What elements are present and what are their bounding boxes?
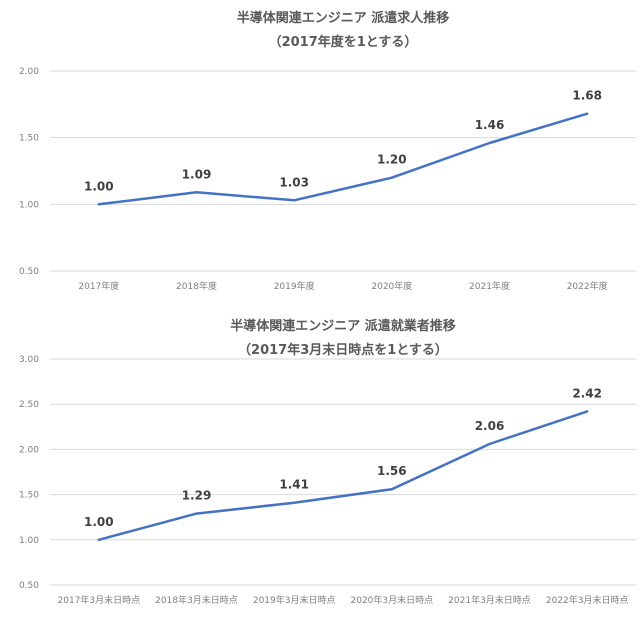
x-tick-label: 2021年度 [469, 280, 510, 292]
series-line [97, 410, 589, 542]
x-tick-label: 2019年3月末日時点 [253, 594, 336, 606]
chart-title: 半導体関連エンジニア 派遣就業者推移 [230, 318, 456, 334]
data-label: 2.42 [572, 386, 602, 400]
x-tick-label: 2020年度 [371, 280, 412, 292]
x-tick-label: 2020年3月末日時点 [351, 594, 434, 606]
series-line [97, 112, 589, 206]
data-label: 1.29 [182, 489, 212, 503]
y-tick-label: 1.50 [19, 134, 39, 144]
y-tick-label: 2.00 [19, 67, 39, 77]
data-label: 1.56 [377, 464, 407, 478]
data-label: 1.41 [279, 478, 309, 492]
chart-title: 半導体関連エンジニア 派遣求人推移 [237, 10, 450, 26]
data-label: 1.00 [84, 179, 114, 193]
y-tick-label: 2.50 [19, 400, 39, 410]
x-tick-label: 2017年度 [78, 280, 119, 292]
x-tick-label: 2018年度 [176, 280, 217, 292]
data-label: 1.20 [377, 153, 407, 167]
data-label: 1.00 [84, 515, 114, 529]
y-tick-label: 1.00 [19, 200, 39, 210]
y-tick-label: 3.00 [19, 355, 39, 365]
chart-1: 半導体関連エンジニア 派遣求人推移 （2017年度を1とする） 0.50 1.00 1.… [19, 10, 636, 292]
y-tick-label: 1.50 [19, 491, 39, 501]
x-tick-label: 2017年3月末日時点 [58, 594, 141, 606]
x-tick-label: 2018年3月末日時点 [155, 594, 238, 606]
data-label: 1.68 [572, 89, 602, 103]
data-label: 1.03 [279, 175, 309, 189]
x-tick-label: 2022年3月末日時点 [546, 594, 629, 606]
data-label: 1.09 [182, 167, 212, 181]
data-label: 2.06 [475, 419, 505, 433]
x-tick-label: 2021年3月末日時点 [448, 594, 531, 606]
y-tick-label: 0.50 [19, 581, 39, 591]
chart-subtitle: （2017年度を1とする） [269, 34, 418, 50]
chart-subtitle: （2017年3月末日時点を1とする） [238, 342, 448, 358]
data-label: 1.46 [475, 118, 505, 132]
y-tick-label: 1.00 [19, 536, 39, 546]
chart-2: 半導体関連エンジニア 派遣就業者推移 （2017年3月末日時点を1とする） 0.50… [19, 318, 636, 606]
y-tick-label: 0.50 [19, 267, 39, 277]
y-tick-label: 2.00 [19, 445, 39, 455]
x-tick-label: 2019年度 [274, 280, 315, 292]
x-tick-label: 2022年度 [567, 280, 608, 292]
